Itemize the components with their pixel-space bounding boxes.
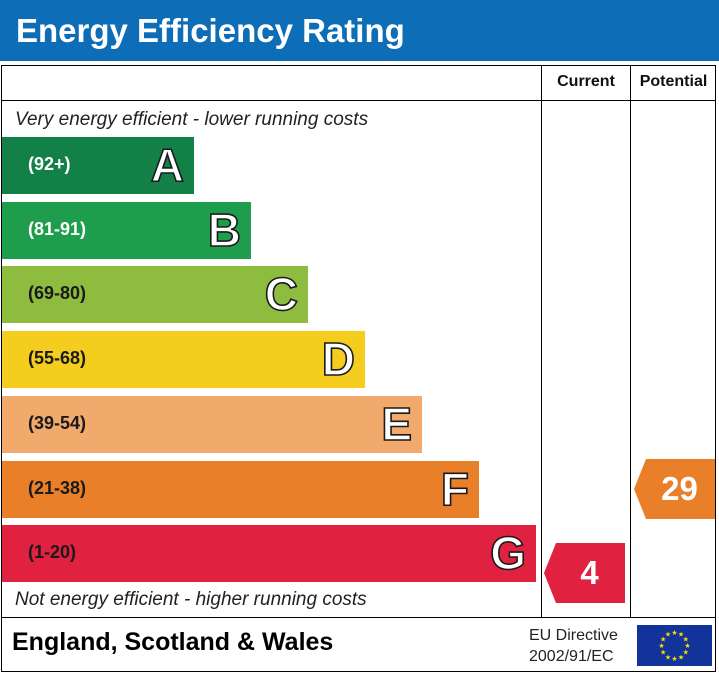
- band-range-label: (69-80): [28, 283, 87, 303]
- star-icon: ★: [665, 653, 671, 661]
- band-range-label: (81-91): [28, 219, 87, 239]
- star-icon: ★: [665, 631, 671, 639]
- page-title: Energy Efficiency Rating: [16, 12, 405, 49]
- star-icon: ★: [678, 653, 684, 661]
- star-icon: ★: [658, 642, 664, 650]
- star-icon: ★: [671, 629, 677, 637]
- divider-current: [541, 65, 542, 617]
- band-e: (39-54) E: [2, 396, 422, 453]
- potential-rating-value: 29: [661, 470, 698, 507]
- footer-divider: [1, 617, 716, 618]
- potential-rating-arrow: 29: [634, 459, 715, 519]
- band-range-label: (92+): [28, 154, 71, 174]
- band-range-label: (55-68): [28, 348, 87, 368]
- column-current-header: Current: [557, 73, 615, 90]
- band-range-label: (1-20): [28, 542, 77, 562]
- band-letter: E: [381, 397, 413, 451]
- directive-line-1: EU Directive: [529, 627, 618, 644]
- directive-line-2: 2002/91/EC: [529, 648, 614, 665]
- note-bottom: Not energy efficient - higher running co…: [15, 589, 367, 610]
- band-range-label: (21-38): [28, 478, 87, 498]
- band-f: (21-38) F: [2, 461, 479, 518]
- band-b: (81-91) B: [2, 202, 251, 259]
- star-icon: ★: [660, 649, 666, 657]
- star-icon: ★: [671, 655, 677, 663]
- region-label: England, Scotland & Wales: [12, 628, 334, 656]
- star-icon: ★: [678, 631, 684, 639]
- band-letter: C: [264, 267, 299, 321]
- band-d: (55-68) D: [2, 331, 365, 388]
- band-letter: B: [207, 203, 242, 257]
- star-icon: ★: [684, 642, 690, 650]
- band-a: (92+) A: [2, 137, 194, 194]
- eu-flag-icon: ★ ★ ★ ★ ★ ★ ★ ★ ★ ★ ★ ★: [637, 625, 712, 666]
- band-c: (69-80) C: [2, 266, 308, 323]
- band-letter: A: [150, 138, 185, 192]
- header-bar: Energy Efficiency Rating: [0, 0, 719, 61]
- band-g: (1-20) G: [2, 525, 536, 582]
- star-icon: ★: [660, 636, 666, 644]
- band-range-label: (39-54): [28, 413, 87, 433]
- band-letter: D: [321, 332, 356, 386]
- header-row-divider: [2, 100, 716, 101]
- column-potential-header: Potential: [639, 73, 708, 90]
- note-top: Very energy efficient - lower running co…: [15, 109, 369, 130]
- star-icon: ★: [683, 636, 689, 644]
- band-letter: F: [440, 462, 470, 516]
- star-icon: ★: [683, 649, 689, 657]
- divider-potential: [630, 65, 631, 617]
- rating-frame: [1, 65, 716, 672]
- band-letter: G: [489, 526, 526, 580]
- current-rating-arrow: 4: [544, 543, 625, 603]
- current-rating-value: 4: [580, 554, 599, 591]
